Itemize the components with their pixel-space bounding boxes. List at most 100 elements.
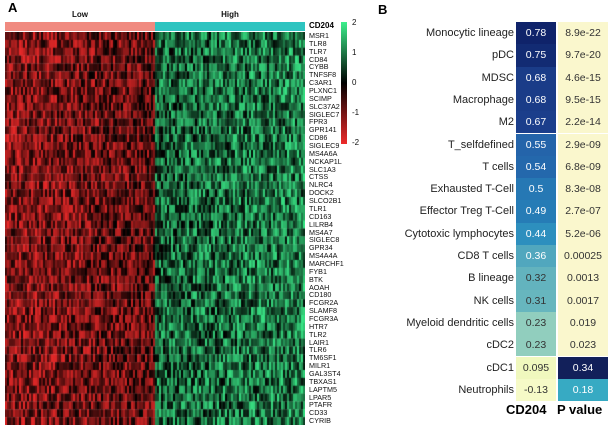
pvalue-cell: 6.8e-09 [558, 155, 608, 179]
gene-label: SLAMF8 [309, 306, 337, 316]
row-label: MDSC [481, 71, 514, 84]
pvalue-cell: 9.5e-15 [558, 88, 608, 112]
pvalue-cell: 0.0017 [558, 289, 608, 312]
gene-label: SCIMP [309, 93, 332, 103]
gene-label: PLXNC1 [309, 86, 337, 96]
pvalue-cell: 8.3e-08 [558, 178, 608, 201]
row-label: pDC [491, 49, 514, 62]
col-cd204-label: CD204 [506, 402, 547, 417]
row-label: Macrophage [452, 93, 514, 106]
pvalue-cell: 9.7e-20 [558, 44, 608, 67]
pvalue-cell: 2.7e-07 [558, 200, 608, 223]
row-label: Cytotoxic lymphocytes [404, 227, 514, 240]
correlation-cell: 0.5 [516, 178, 556, 201]
gene-label: MS4A4A [309, 251, 338, 261]
gene-label: SLC37A2 [309, 101, 340, 111]
correlation-cell: 0.55 [516, 133, 556, 156]
gene-label: MARCHF1 [309, 258, 344, 268]
col-pvalue-label: P value [557, 402, 603, 417]
pvalue-cell: 0.019 [558, 311, 608, 335]
colorbar-tick: 2 [352, 18, 357, 27]
gene-label: NCKAP1L [309, 156, 342, 166]
row-label: Exhausted T-Cell [430, 183, 514, 196]
row-label: T cells [482, 160, 514, 173]
pvalue-cell: 4.6e-15 [558, 66, 608, 89]
pvalue-cell: 2.9e-09 [558, 133, 608, 156]
gene-label: FCGR3A [309, 313, 339, 323]
colorbar [341, 22, 347, 144]
row-label: CD8 T cells [457, 250, 514, 262]
panel-b-label: B [378, 2, 388, 17]
annotation-low-bar [5, 22, 155, 31]
pvalue-cell: 5.2e-06 [558, 222, 608, 245]
gene-label: CYBB [309, 62, 329, 72]
colorbar-tick: 1 [352, 48, 357, 57]
correlation-cell: 0.49 [516, 200, 556, 223]
correlation-cell: 0.44 [516, 222, 556, 245]
row-label: B lineage [468, 272, 514, 285]
gene-label: FPR3 [309, 117, 328, 127]
gene-label: CD86 [309, 133, 328, 143]
correlation-cell: 0.75 [516, 44, 556, 67]
correlation-cell: 0.36 [516, 245, 556, 268]
group-high-label: High [221, 10, 239, 19]
gene-label: HTR7 [309, 321, 328, 331]
gene-label: AOAH [309, 282, 330, 292]
correlation-cell: 0.67 [516, 111, 556, 134]
correlation-cell: 0.31 [516, 289, 556, 312]
pvalue-cell: 0.00025 [558, 245, 608, 268]
gene-label: LILRB4 [309, 219, 333, 229]
row-label: cDC1 [486, 361, 514, 374]
gene-label: CTSS [309, 172, 329, 182]
row-label: Myeloid dendritic cells [406, 316, 514, 329]
colorbar-tick: -1 [352, 108, 360, 117]
gene-label: TNFSF8 [309, 70, 337, 80]
gene-label: MS4A6A [309, 148, 338, 158]
gene-label: DOCK2 [309, 188, 334, 198]
gene-label: C3AR1 [309, 78, 333, 88]
gene-label: SIGLEC9 [309, 141, 340, 151]
gene-label: SLC1A3 [309, 164, 336, 174]
correlation-cell: 0.32 [516, 267, 556, 290]
gene-label: FCGR2A [309, 298, 339, 308]
gene-label: CD84 [309, 54, 328, 64]
gene-label: SIGLEC8 [309, 235, 340, 245]
correlation-cell: 0.68 [516, 66, 556, 89]
colorbar-tick: 0 [352, 78, 357, 87]
gene-label: PTAFR [309, 400, 333, 410]
row-label: cDC2 [486, 339, 514, 352]
gene-label: TLR2 [309, 329, 327, 339]
row-label: T_selfdefined [447, 138, 514, 151]
gene-label: TLR7 [309, 46, 327, 56]
row-label: Effector Treg T-Cell [419, 205, 514, 218]
pvalue-cell: 0.34 [558, 356, 608, 379]
gene-label: TLR1 [309, 203, 327, 213]
gene-label: TBXAS1 [309, 376, 337, 386]
annotation-high-bar [155, 22, 305, 31]
correlation-cell: 0.68 [516, 88, 556, 112]
correlation-cell: 0.095 [516, 356, 556, 379]
gene-label: NLRC4 [309, 180, 333, 190]
gene-label: GPR34 [309, 243, 333, 253]
heatmap-grid [5, 32, 305, 425]
gene-label: GPR141 [309, 125, 337, 135]
annotation-label: CD204 [309, 21, 334, 30]
row-label: M2 [498, 116, 514, 129]
correlation-cell: 0.54 [516, 155, 556, 179]
gene-label: CYRIB [309, 416, 331, 426]
gene-label: CD33 [309, 408, 328, 418]
gene-label: MILR1 [309, 361, 331, 371]
gene-label: LPAR5 [309, 392, 332, 402]
gene-label: BTK [309, 274, 323, 284]
gene-label: CD163 [309, 211, 332, 221]
panel-a-label: A [8, 0, 18, 15]
pvalue-cell: 2.2e-14 [558, 111, 608, 134]
pvalue-cell: 0.023 [558, 334, 608, 357]
group-low-label: Low [72, 10, 88, 19]
gene-label: SLCO2B1 [309, 196, 342, 206]
pvalue-cell: 8.9e-22 [558, 22, 608, 45]
row-label: NK cells [473, 294, 514, 307]
pvalue-cell: 0.18 [558, 378, 608, 402]
correlation-cell: 0.23 [516, 311, 556, 335]
row-label: Neutrophils [458, 383, 514, 396]
